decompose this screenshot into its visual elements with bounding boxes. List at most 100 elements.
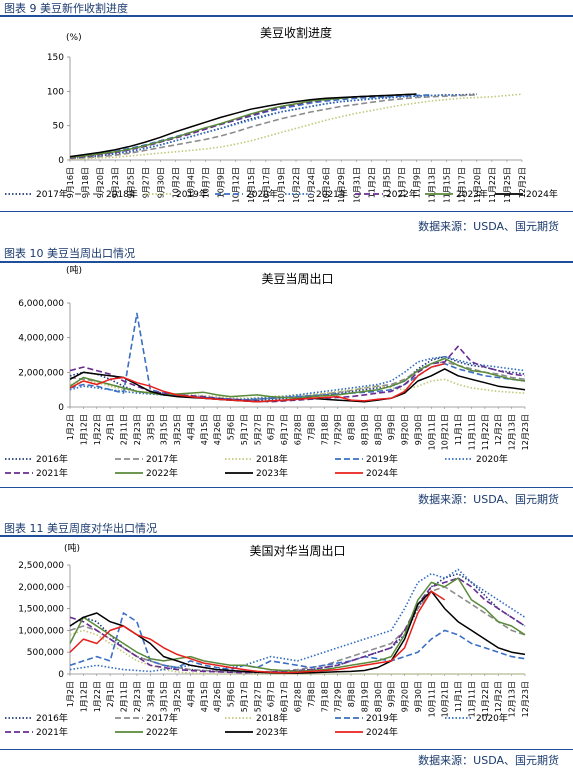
x-tick-label: 2月11日 — [120, 681, 129, 712]
legend-label: 2024年 — [366, 467, 398, 479]
x-tick-label: 6月17日 — [280, 414, 289, 445]
series-line-2019年 — [69, 93, 523, 161]
x-tick-label: 5月27日 — [253, 414, 262, 445]
x-tick-label: 8月30日 — [374, 414, 383, 445]
source-rule — [0, 487, 573, 488]
x-tick-label: 9月23日 — [111, 167, 120, 198]
x-tick-label: 12月13日 — [508, 414, 517, 450]
x-tick-label: 3月15日 — [160, 681, 169, 712]
legend-label: 2019年 — [366, 712, 398, 724]
x-tick-label: 3月15日 — [160, 414, 169, 445]
x-tick-label: 9月9日 — [387, 414, 396, 440]
series-line-2019年 — [69, 312, 526, 401]
figure-china-exports: 图表 11 美豆周度对华出口情况 美国对华当周出口 (吨) 0 500,000 1,00… — [0, 520, 573, 768]
x-tick-label: 6月28日 — [294, 681, 303, 712]
x-tick-label: 12月2日 — [518, 167, 527, 198]
x-tick-label: 6月7日 — [267, 681, 276, 707]
x-tick-label: 10月19日 — [277, 167, 286, 202]
y-tick-label: 50 — [53, 122, 65, 132]
x-tick-label: 1月12日 — [79, 681, 88, 712]
x-tick-label: 4月15日 — [200, 414, 209, 445]
weekly-exports-chart: 美豆当周出口 (吨) 0 2,000,000 4,000,000 6,000,000 1月2… — [5, 264, 530, 479]
chart-title: 美国对华当周出口 — [249, 544, 345, 558]
x-tick-label: 10月24日 — [307, 167, 316, 202]
x-tick-label: 1月22日 — [93, 681, 102, 712]
x-tick-label: 6月17日 — [280, 681, 289, 712]
x-tick-label: 2月23日 — [133, 681, 142, 712]
chart-title: 美豆收割进度 — [260, 25, 332, 40]
x-tick-label: 4月26日 — [213, 414, 222, 445]
x-tick-label: 12月23日 — [521, 414, 530, 450]
x-tick-label: 11月11日 — [467, 681, 476, 717]
y-tick-label: 2,000,000 — [18, 583, 64, 593]
y-tick-label: 500,000 — [27, 648, 64, 658]
y-tick-label: 0 — [58, 403, 64, 413]
figure-weekly-exports: 图表 10 美豆当周出口情况 美豆当周出口 (吨) 0 2,000,000 4,000,… — [0, 245, 573, 507]
y-tick-label: 2,500,000 — [18, 561, 64, 571]
legend-label: 2017年 — [36, 188, 68, 200]
x-tick-label: 10月22日 — [292, 167, 301, 202]
x-tick-label: 9月25日 — [126, 167, 135, 198]
x-tick-label: 11月1日 — [454, 414, 463, 445]
x-tick-label: 1月22日 — [93, 414, 102, 445]
legend-label: 2023年 — [456, 188, 488, 200]
x-tick-label: 7月18日 — [320, 414, 329, 445]
x-tick-label: 7月18日 — [320, 681, 329, 712]
x-tick-label: 4月4日 — [186, 681, 195, 707]
x-tick-label: 11月5日 — [382, 167, 391, 198]
series-line-2021年 — [69, 94, 462, 159]
x-tick-label: 2月23日 — [133, 414, 142, 445]
x-tick-label: 2月1日 — [106, 414, 115, 440]
legend-label: 2017年 — [146, 712, 178, 724]
x-tick-label: 10月2日 — [171, 167, 180, 198]
x-tick-label: 10月4日 — [187, 167, 196, 198]
y-unit-label: (吨) — [64, 542, 80, 554]
source-note: 数据来源：USDA、国元期货 — [418, 754, 559, 767]
caption-rule — [0, 15, 573, 17]
y-tick-label: 6,000,000 — [18, 299, 64, 309]
legend-label: 2019年 — [366, 453, 398, 465]
x-tick-label: 5月6日 — [227, 681, 236, 707]
legend-label: 2018年 — [106, 188, 138, 200]
x-tick-label: 11月17日 — [458, 167, 467, 202]
x-tick-label: 8月19日 — [360, 681, 369, 712]
x-tick-label: 8月8日 — [347, 414, 356, 440]
x-tick-label: 3月25日 — [173, 681, 182, 712]
series-line-2020年 — [69, 568, 526, 673]
x-tick-label: 1月2日 — [66, 414, 75, 440]
series-line-2018年 — [69, 94, 477, 160]
y-tick-label: 100 — [47, 87, 64, 97]
y-tick-label: 0 — [58, 156, 64, 166]
y-tick-label: 1,500,000 — [18, 605, 64, 615]
series-line-2024年 — [69, 93, 417, 158]
figure-caption: 图表 9 美豆新作收割进度 — [4, 2, 128, 15]
x-tick-label: 11月22日 — [481, 681, 490, 717]
harvest-progress-chart: 美豆收割进度 (%) 0 50 100 150 9月16日 9月18日 9月20日 9月23日 9月… — [5, 25, 558, 202]
x-tick-label: 9月30日 — [414, 681, 423, 712]
legend-label: 2020年 — [246, 188, 278, 200]
x-tick-label: 2月1日 — [106, 681, 115, 707]
x-tick-label: 9月30日 — [156, 167, 165, 198]
y-tick-label: 2,000,000 — [18, 368, 64, 378]
legend-label: 2022年 — [146, 467, 178, 479]
x-tick-label: 3月25日 — [173, 414, 182, 445]
x-tick-label: 9月20日 — [401, 414, 410, 445]
legend-label: 2022年 — [386, 188, 418, 200]
x-tick-label: 9月9日 — [387, 681, 396, 707]
legend-label: 2021年 — [36, 726, 68, 738]
x-tick-label: 9月30日 — [414, 414, 423, 445]
series-line-2016年 — [69, 355, 526, 402]
source-note: 数据来源：USDA、国元期货 — [418, 493, 559, 506]
x-tick-label: 8月30日 — [374, 681, 383, 712]
x-tick-label: 10月9日 — [217, 167, 226, 198]
x-tick-label: 9月18日 — [81, 167, 90, 198]
x-tick-label: 10月21日 — [441, 681, 450, 717]
x-tick-label: 11月22日 — [481, 414, 490, 450]
caption-rule — [0, 261, 573, 263]
x-tick-label: 5月17日 — [240, 414, 249, 445]
legend-label: 2020年 — [476, 453, 508, 465]
legend-label: 2020年 — [476, 712, 508, 724]
x-tick-label: 10月11日 — [427, 681, 436, 717]
legend-label: 2022年 — [146, 726, 178, 738]
x-tick-label: 10月17日 — [262, 167, 271, 202]
